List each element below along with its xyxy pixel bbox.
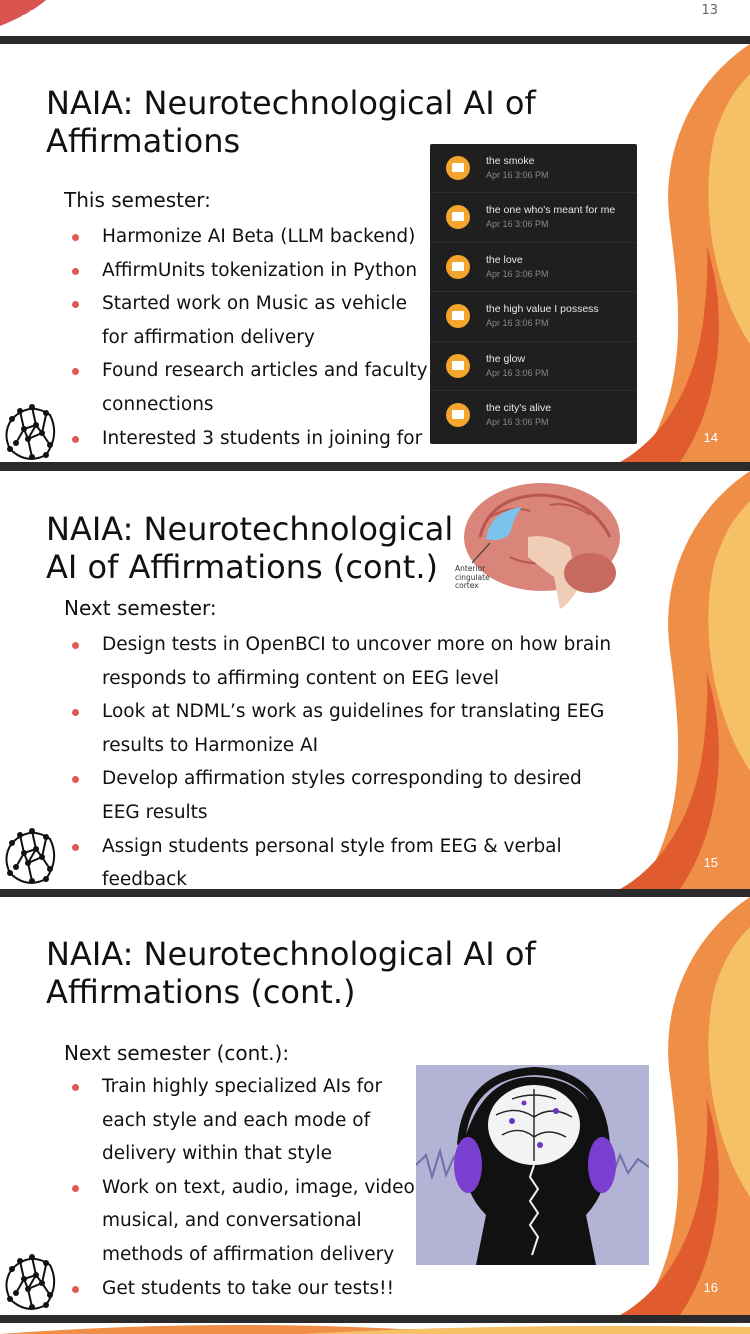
head-with-headphones-illustration (416, 1065, 649, 1265)
folder-icon (446, 205, 470, 230)
section-subtitle: Next semester (cont.): (64, 1041, 290, 1065)
list-item: the high value I possess Apr 16 3:06 PM (430, 292, 637, 342)
slide-number: 15 (703, 855, 718, 870)
list-item: Interested 3 students in joining for (70, 422, 428, 456)
chart-logo-icon (0, 0, 46, 29)
list-item-continuation: each style and each mode of (102, 1109, 371, 1131)
list-item-continuation: results to Harmonize AI (102, 734, 319, 756)
slide-16: NAIA: Neurotechnological AI of Affirmatio… (0, 897, 750, 1315)
orange-wave-decoration (620, 44, 750, 462)
list-item: the city's alive Apr 16 3:06 PM (430, 391, 637, 439)
list-item: Design tests in OpenBCI to uncover more … (70, 628, 611, 662)
dot-sphere-logo-icon (5, 828, 56, 884)
page-title: NAIA: Neurotechnological AI of Affirmatio… (46, 935, 536, 1011)
list-item-continuation: EEG results (102, 801, 208, 823)
list-item-continuation: delivery within that style (102, 1143, 332, 1165)
bullet-list: Train highly specialized AIs for each st… (70, 1070, 421, 1305)
bullet-list: Harmonize AI Beta (LLM backend) AffirmUn… (70, 220, 428, 455)
list-item: Train highly specialized AIs for (70, 1070, 421, 1104)
list-item: the love Apr 16 3:06 PM (430, 243, 637, 293)
list-item: the one who's meant for me Apr 16 3:06 PM (430, 193, 637, 243)
brain-illustration (464, 483, 620, 609)
file-list-screenshot: the smoke Apr 16 3:06 PM the one who's me… (430, 144, 637, 444)
list-item: the glow Apr 16 3:06 PM (430, 342, 637, 391)
folder-icon (446, 156, 470, 180)
folder-icon (446, 402, 470, 427)
slide-number: 16 (703, 1280, 718, 1295)
dot-sphere-logo-icon (5, 404, 56, 460)
orange-wave-decoration (620, 471, 750, 889)
slide-15: NAIA: Neurotechnological AI of Affirmatio… (0, 471, 750, 889)
list-item: the smoke Apr 16 3:06 PM (430, 144, 637, 194)
list-item-continuation: connections (102, 393, 214, 415)
list-item-continuation: feedback (102, 869, 187, 889)
list-item: Harmonize AI Beta (LLM backend) (70, 220, 428, 254)
page-title: NAIA: Neurotechnological AI of Affirmatio… (46, 510, 454, 586)
list-item: Get students to take our tests!! (70, 1272, 421, 1306)
list-item: Look at NDML’s work as guidelines for tr… (70, 695, 611, 729)
section-subtitle: Next semester: (64, 596, 217, 620)
list-item: Work on text, audio, image, video, (70, 1171, 421, 1205)
list-item: Assign students personal style from EEG … (70, 830, 611, 864)
folder-icon (446, 353, 470, 378)
list-item: AffirmUnits tokenization in Python (70, 254, 428, 288)
brain-caption: Anterior cingulate cortex (455, 564, 490, 590)
slide-14: NAIA: Neurotechnological AI of Affirmatio… (0, 44, 750, 462)
folder-icon (446, 304, 470, 329)
orange-wave-decoration (0, 1325, 750, 1334)
slide-number: 14 (703, 430, 718, 445)
list-item-continuation: responds to affirming content on EEG lev… (102, 667, 499, 689)
bullet-list: Design tests in OpenBCI to uncover more … (70, 628, 611, 889)
slide-number: 13 (701, 3, 718, 18)
section-subtitle: This semester: (64, 188, 211, 212)
list-item: Found research articles and faculty (70, 354, 428, 388)
orange-wave-decoration (620, 897, 750, 1315)
list-item-continuation: for affirmation delivery (102, 326, 315, 348)
list-item: Started work on Music as vehicle (70, 287, 428, 321)
list-item-continuation: methods of affirmation delivery (102, 1243, 395, 1265)
dot-sphere-logo-icon (5, 1254, 56, 1310)
folder-icon (446, 254, 470, 279)
page-title: NAIA: Neurotechnological AI of Affirmatio… (46, 84, 536, 160)
list-item: Develop affirmation styles corresponding… (70, 762, 611, 796)
list-item-continuation: musical, and conversational (102, 1210, 362, 1232)
slide-17-top (0, 1323, 750, 1334)
slide-13-bottom: 13 (0, 0, 750, 36)
